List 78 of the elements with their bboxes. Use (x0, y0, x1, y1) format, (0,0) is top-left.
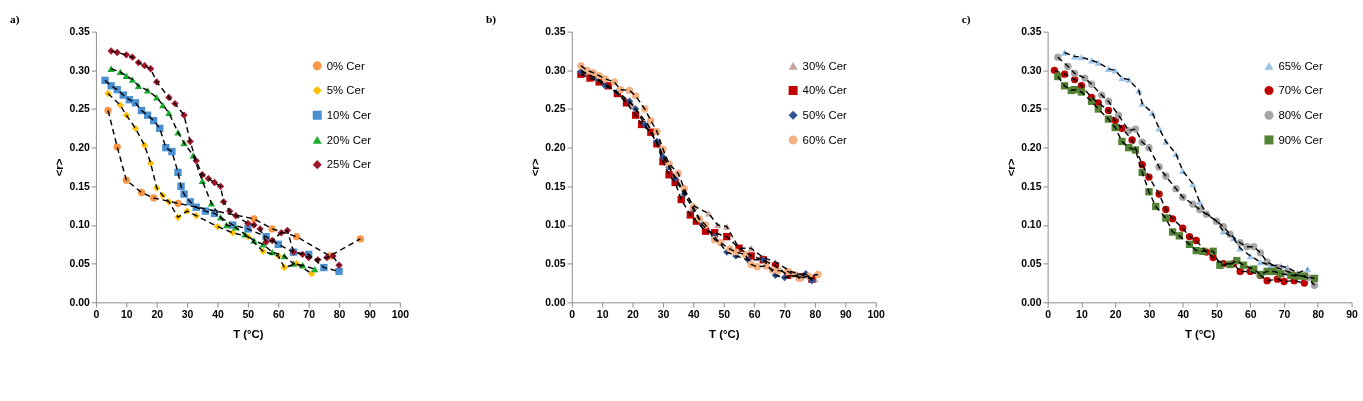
y-tick-label: 0.15 (1021, 180, 1042, 192)
x-tick-label: 70 (1278, 309, 1291, 321)
x-tick-label: 60 (272, 309, 285, 321)
y-tick-label: 0.30 (545, 64, 566, 76)
x-tick-label: 20 (627, 309, 640, 321)
y-tick-label: 0.05 (1021, 258, 1042, 269)
x-tick-label: 50 (718, 309, 731, 321)
legend-label: 25% Cer (326, 158, 372, 171)
x-tick-label: 30 (1143, 309, 1156, 321)
x-tick-label: 50 (242, 309, 255, 321)
x-tick-label: 100 (867, 309, 886, 321)
chart-title: a) (10, 13, 20, 27)
legend-label: 0% Cer (326, 59, 365, 72)
x-tick-label: 0 (569, 309, 576, 321)
x-axis-title: T (°C) (1184, 327, 1216, 340)
legend-label: 90% Cer (1278, 133, 1323, 146)
x-tick-label: 90 (1346, 309, 1359, 321)
y-tick-label: 0.00 (69, 296, 90, 308)
x-tick-label: 0 (93, 309, 100, 321)
y-tick-label: 0.25 (1021, 103, 1042, 115)
x-tick-label: 50 (1211, 309, 1223, 321)
legend-label: 20% Cer (326, 133, 372, 146)
y-tick-label: 0.00 (545, 296, 566, 308)
x-tick-label: 10 (1076, 309, 1088, 321)
legend-label: 30% Cer (802, 59, 848, 72)
x-tick-label: 40 (1177, 309, 1190, 321)
x-tick-label: 100 (391, 309, 410, 321)
legend-label: 5% Cer (326, 84, 365, 97)
legend-label: 40% Cer (802, 84, 848, 97)
y-axis-title: <r> (52, 158, 65, 177)
x-tick-label: 70 (779, 309, 792, 321)
y-tick-label: 0.25 (545, 103, 566, 115)
y-tick-label: 0.25 (69, 103, 90, 115)
x-axis-title: T (°C) (233, 327, 264, 340)
y-tick-label: 0.30 (69, 64, 90, 76)
x-tick-label: 10 (120, 309, 133, 321)
y-tick-label: 0.15 (545, 180, 566, 192)
legend-label: 70% Cer (1278, 84, 1323, 97)
x-tick-label: 80 (333, 309, 346, 321)
y-tick-label: 0.10 (545, 219, 566, 231)
x-tick-label: 20 (1109, 309, 1122, 321)
legend-label: 60% Cer (802, 133, 848, 146)
y-axis-title: <r> (1004, 158, 1017, 177)
x-tick-label: 80 (1312, 309, 1325, 321)
x-tick-label: 60 (748, 309, 761, 321)
y-tick-label: 0.20 (69, 141, 90, 153)
x-tick-label: 40 (212, 309, 224, 321)
y-tick-label: 0.20 (545, 141, 566, 153)
x-tick-label: 90 (364, 309, 376, 321)
y-axis-title: <r> (528, 158, 541, 177)
legend-label: 50% Cer (802, 109, 848, 122)
x-tick-label: 0 (1045, 309, 1052, 321)
x-tick-label: 20 (151, 309, 164, 321)
x-tick-label: 90 (840, 309, 852, 321)
y-tick-label: 0.05 (69, 258, 90, 269)
y-tick-label: 0.30 (1021, 64, 1042, 76)
y-tick-label: 0.20 (1021, 141, 1042, 153)
y-tick-label: 0.35 (545, 25, 566, 37)
y-tick-label: 0.05 (545, 258, 566, 269)
y-tick-label: 0.35 (69, 25, 90, 37)
y-tick-label: 0.10 (69, 219, 90, 231)
legend-label: 80% Cer (1278, 109, 1323, 122)
y-tick-label: 0.00 (1021, 296, 1042, 308)
x-tick-label: 30 (657, 309, 670, 321)
legend-label: 10% Cer (326, 109, 372, 122)
x-tick-label: 40 (688, 309, 700, 321)
chart-title: b) (485, 13, 497, 27)
x-tick-label: 80 (809, 309, 822, 321)
x-tick-label: 70 (303, 309, 316, 321)
x-tick-label: 10 (596, 309, 609, 321)
y-tick-label: 0.10 (1021, 219, 1042, 231)
y-tick-label: 0.15 (69, 180, 90, 192)
x-tick-label: 30 (181, 309, 194, 321)
y-tick-label: 0.35 (1021, 25, 1042, 37)
x-tick-label: 60 (1244, 309, 1257, 321)
legend-label: 65% Cer (1278, 59, 1323, 72)
chart-title: c) (961, 13, 971, 27)
x-axis-title: T (°C) (709, 327, 740, 340)
